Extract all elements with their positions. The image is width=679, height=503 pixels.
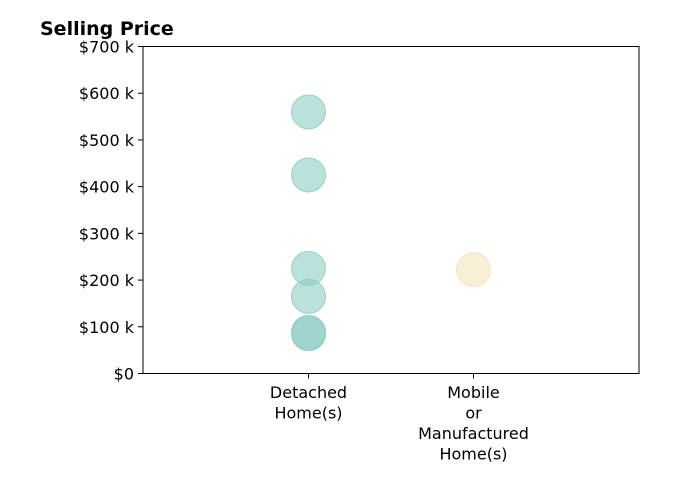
chart-title: Selling Price xyxy=(40,18,174,40)
y-axis: $0 $100 k $200 k $300 k $400 k $500 k $600 k $7… xyxy=(79,38,143,384)
y-tick-label: $100 k xyxy=(79,318,135,337)
x-tick-label: Mobile or Manufactured Home(s) xyxy=(418,383,529,464)
data-point xyxy=(456,252,491,288)
y-tick-label: $500 k xyxy=(79,131,135,150)
y-tick-label: $400 k xyxy=(79,178,135,197)
x-tick-label: Detached Home(s) xyxy=(270,383,347,423)
y-tick-label: $600 k xyxy=(79,84,135,103)
data-point xyxy=(291,94,326,130)
data-points xyxy=(291,94,491,352)
x-axis: Detached Home(s) Mobile or Manufactured Home(… xyxy=(270,373,529,464)
y-tick-label: $0 xyxy=(114,365,134,384)
y-tick-label: $200 k xyxy=(79,271,135,290)
plot-frame xyxy=(142,46,640,374)
y-tick-label: $700 k xyxy=(79,38,135,57)
y-tick-label: $300 k xyxy=(79,224,135,243)
data-point xyxy=(291,278,326,314)
data-point xyxy=(291,157,326,193)
data-point xyxy=(291,316,326,352)
